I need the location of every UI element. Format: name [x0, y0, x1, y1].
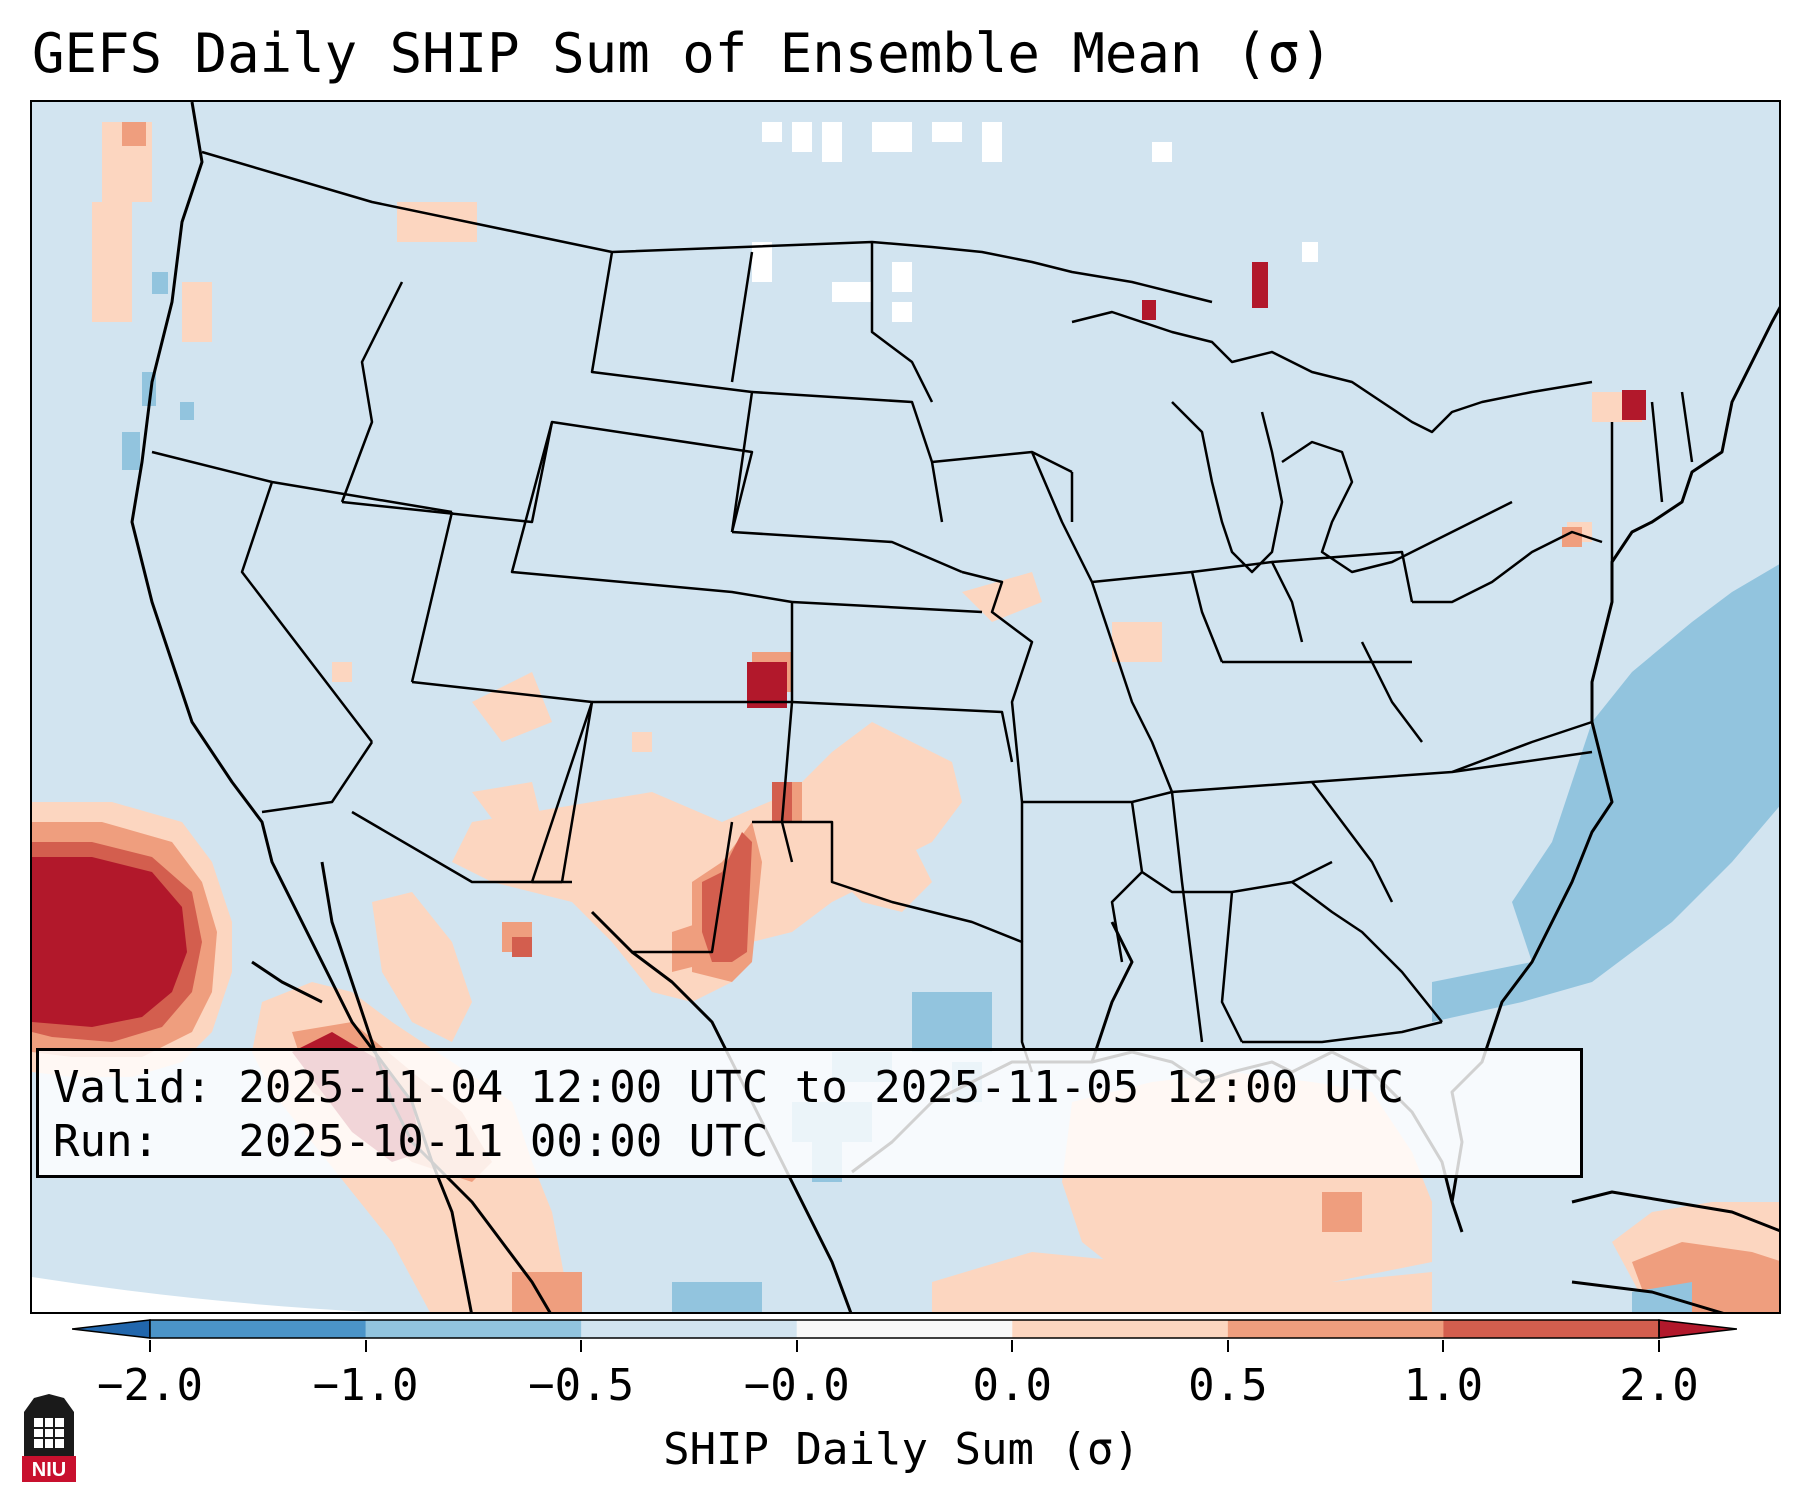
colorbar-segment: [1443, 1320, 1660, 1338]
atlantic-negative-band: [1432, 564, 1779, 1022]
logo-text: NIU: [32, 1459, 66, 1481]
canada-neutral-cells: [752, 122, 1318, 322]
valid-run-infobox: Valid: 2025-11-04 12:00 UTC to 2025-11-0…: [36, 1048, 1583, 1178]
colorbar-tick-label: 2.0: [1619, 1360, 1699, 1411]
colorbar-tick-mark: [364, 1340, 367, 1352]
niu-logo: NIU: [22, 1394, 76, 1482]
caribbean-negative-cells: [1632, 1282, 1692, 1312]
colorbar-tick-mark: [1011, 1340, 1014, 1352]
southwest-positive-area: [332, 392, 1642, 1002]
colorbar-segment: [1227, 1320, 1444, 1338]
colorbar-tick-label: −2.0: [97, 1360, 203, 1411]
colorbar-tick-mark: [1442, 1340, 1445, 1352]
colorbar-tick-label: 1.0: [1403, 1360, 1484, 1411]
colorbar-segment: [150, 1320, 367, 1338]
colorbar-tick-mark: [1226, 1340, 1229, 1352]
chart-title: GEFS Daily SHIP Sum of Ensemble Mean (σ): [32, 22, 1333, 85]
colorbar-tick-label: −0.5: [528, 1360, 635, 1411]
colorbar-tick-label: −0.0: [743, 1360, 850, 1411]
gulf-south-area: [932, 1252, 1432, 1312]
colorbar-outline: [149, 1319, 1660, 1339]
projection-edge: [32, 1277, 373, 1312]
canada-hotspots: [1142, 262, 1646, 420]
colorbar: [72, 1319, 1737, 1339]
colorbar-tick-mark: [580, 1340, 583, 1352]
valid-line: Valid: 2025-11-04 12:00 UTC to 2025-11-0…: [53, 1062, 1405, 1113]
colorbar-tick-mark: [149, 1340, 151, 1352]
colorbar-segment: [581, 1320, 798, 1338]
colorbar-tick-mark: [795, 1340, 798, 1352]
colorbar-segment: [796, 1320, 1013, 1338]
pacific-negative-cells: [122, 272, 194, 470]
kansas-hotspot: [747, 662, 787, 708]
colorbar-tick-mark: [1658, 1340, 1660, 1352]
colorbar-tick-label: 0.5: [1188, 1360, 1268, 1411]
pacific-nw-positive-cells: [92, 122, 477, 342]
colorbar-segment: [1012, 1320, 1229, 1338]
run-line: Run: 2025-10-11 00:00 UTC: [53, 1116, 769, 1167]
gulf-cell: [1322, 1192, 1362, 1232]
map-svg: [32, 102, 1779, 1312]
colorbar-extend-high: [1658, 1319, 1737, 1339]
state-borders: [151, 150, 1694, 1073]
colorbar-tick-label: 0.0: [972, 1360, 1053, 1411]
pacific-nw-cell: [122, 122, 146, 146]
colorbar-tick-label: −1.0: [312, 1360, 419, 1411]
colorbar-segments: [150, 1320, 1660, 1338]
pacific-hotspot: [32, 802, 232, 1077]
colorbar-extend-low: [72, 1319, 151, 1339]
colorbar-label: SHIP Daily Sum (σ): [663, 1424, 1140, 1475]
colorbar-segment: [365, 1320, 582, 1338]
